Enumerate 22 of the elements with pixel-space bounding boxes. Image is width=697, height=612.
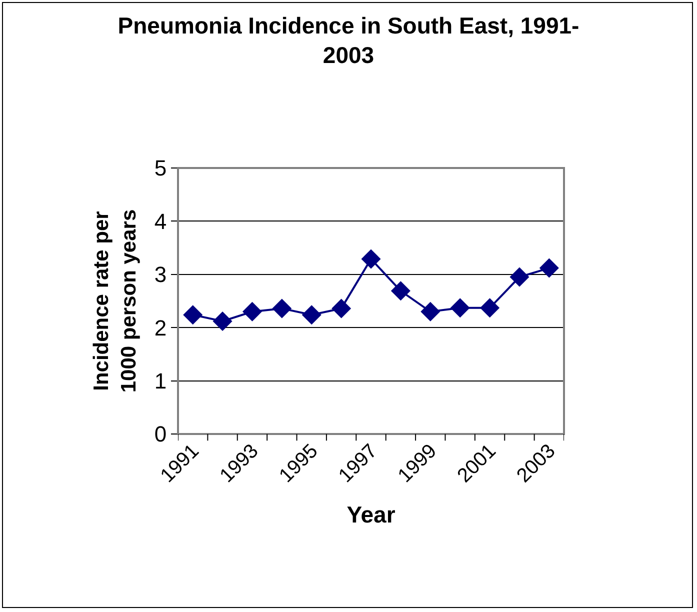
point [332,298,352,318]
point [420,302,440,322]
point [183,305,203,325]
x-axis-title: Year [346,502,396,528]
y-tick-label: 1 [154,368,167,394]
chart-title: Pneumonia Incidence in South East, 1991-2003 [118,12,580,68]
point [272,298,292,318]
point [302,305,322,325]
y-tick-label: 4 [154,208,167,234]
point [361,249,381,269]
point [450,298,470,318]
point [242,302,262,322]
y-tick-label: 0 [154,422,167,447]
point [212,311,232,331]
point [539,258,559,278]
point [510,267,530,287]
point [480,298,500,318]
y-tick-label: 3 [154,262,167,288]
y-tick-label: 2 [154,315,167,340]
y-axis-title: Incidence rate per 1000 person years [90,209,140,393]
point [390,281,410,301]
y-tick-label: 5 [154,156,167,181]
